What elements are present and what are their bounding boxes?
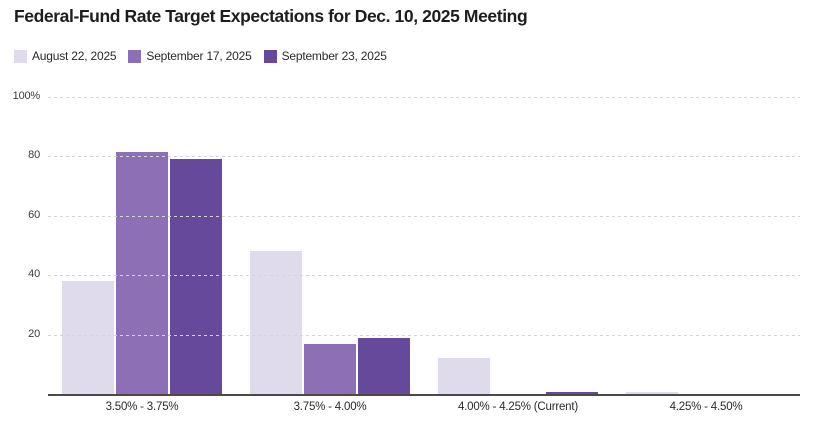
bar-august-22-2025 — [626, 392, 678, 394]
y-tick-label: 100% — [12, 90, 41, 102]
x-tick-label: 4.00% - 4.25% (Current) — [457, 401, 579, 413]
gridline — [48, 97, 800, 98]
bar-group-4-00-4-25-current — [424, 97, 612, 394]
bar-september-23-2025 — [358, 337, 410, 394]
y-tick-label: 40 — [28, 268, 40, 281]
legend-swatch-icon — [14, 49, 27, 63]
legend-label: September 17, 2025 — [146, 49, 252, 63]
y-tick-label: 20 — [28, 327, 40, 340]
gridline — [48, 275, 800, 277]
bar-group-3-75-4-00 — [236, 97, 424, 394]
legend-swatch-icon — [128, 49, 142, 63]
bar-august-22-2025 — [250, 251, 302, 394]
bar-september-23-2025 — [546, 392, 598, 394]
x-axis-labels: 3.50% - 3.75% 3.75% - 4.00% 4.00% - 4.25% … — [48, 401, 800, 413]
plot-area — [48, 97, 800, 396]
bar-group-3-50-3-75 — [48, 97, 236, 394]
gridline — [48, 156, 800, 158]
x-tick-label: 3.50% - 3.75% — [105, 401, 179, 413]
bar-september-17-2025 — [116, 151, 168, 394]
bar-august-22-2025 — [438, 358, 490, 394]
legend-label: August 22, 2025 — [32, 49, 117, 63]
gridline — [48, 334, 800, 336]
bars-area — [48, 97, 800, 394]
legend-item-august-22-2025[interactable]: August 22, 2025 — [14, 49, 117, 63]
x-tick-label: 3.75% - 4.00% — [293, 401, 367, 413]
x-tick-label: 4.25% - 4.50% — [669, 401, 743, 413]
y-tick-label: 80 — [28, 149, 40, 162]
bar-august-22-2025 — [62, 281, 114, 394]
legend: August 22, 2025 September 17, 2025 Septemb… — [14, 49, 387, 63]
bar-september-17-2025 — [304, 343, 356, 394]
legend-label: September 23, 2025 — [281, 49, 387, 63]
legend-item-september-23-2025[interactable]: September 23, 2025 — [263, 49, 387, 63]
y-tick-label: 60 — [28, 208, 40, 221]
legend-item-september-17-2025[interactable]: September 17, 2025 — [128, 49, 252, 63]
gridline — [48, 215, 800, 217]
chart-title: Federal-Fund Rate Target Expectations fo… — [14, 6, 528, 26]
bar-september-23-2025 — [170, 159, 222, 394]
bar-group-4-25-4-50 — [612, 97, 800, 394]
legend-swatch-icon — [263, 49, 277, 63]
